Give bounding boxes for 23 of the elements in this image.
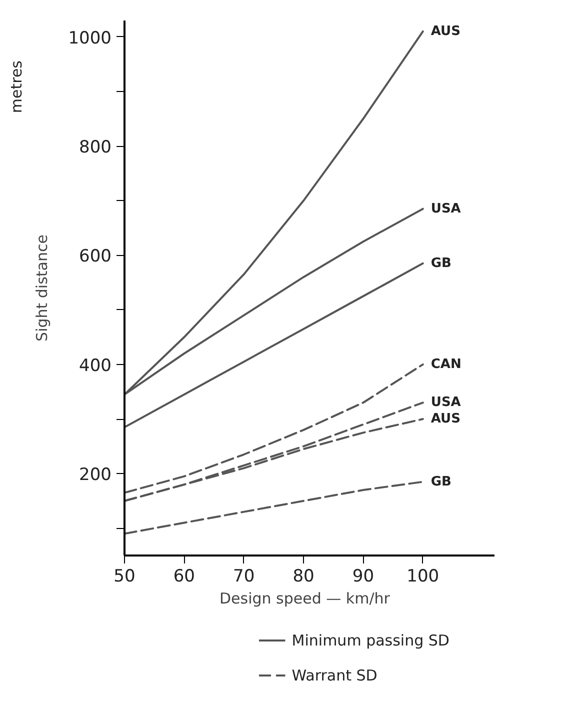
y-tick-label: 600 [79,246,112,267]
y-tick-label: 1000 [68,28,112,48]
y-axis-title: Sight distance [33,234,52,342]
series-label: USA [430,201,461,216]
y-tick-label: 400 [79,356,112,376]
text: metres [8,60,26,114]
x-axis-title: Design speed — km/hr [220,590,391,608]
series-label: USA [430,395,461,410]
x-tick-label: 90 [352,566,374,586]
text: Warrant SD [292,666,378,684]
x-tick-label: 80 [292,566,314,586]
series-label: AUS [430,24,460,39]
x-tick-label: 60 [173,566,195,586]
x-tick-label: 70 [233,566,255,586]
series-label: GB [430,256,452,271]
x-tick-label: 50 [114,566,136,586]
x-tick-label: 100 [406,566,440,586]
y-tick-label: 800 [79,138,112,158]
y-tick-label: 200 [79,465,112,486]
text: Minimum passing SD [292,632,450,650]
series-label: AUS [430,412,460,427]
series-label: GB [430,474,452,490]
series-label: CAN [430,356,462,372]
